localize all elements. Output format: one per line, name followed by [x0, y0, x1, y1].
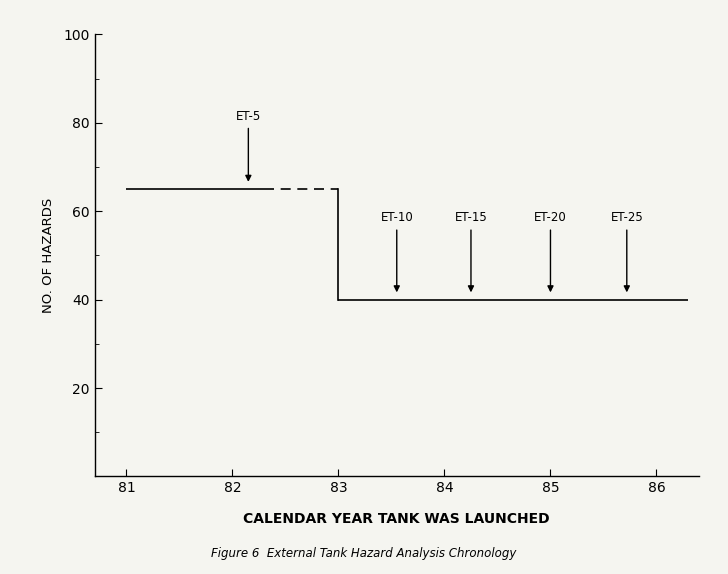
Text: Figure 6  External Tank Hazard Analysis Chronology: Figure 6 External Tank Hazard Analysis C… — [211, 548, 517, 560]
Text: ET-15: ET-15 — [454, 211, 487, 291]
Y-axis label: NO. OF HAZARDS: NO. OF HAZARDS — [42, 198, 55, 313]
Text: ET-5: ET-5 — [236, 110, 261, 180]
Text: ET-10: ET-10 — [381, 211, 413, 291]
X-axis label: CALENDAR YEAR TANK WAS LAUNCHED: CALENDAR YEAR TANK WAS LAUNCHED — [243, 512, 550, 526]
Text: ET-25: ET-25 — [610, 211, 643, 291]
Text: ET-20: ET-20 — [534, 211, 567, 291]
